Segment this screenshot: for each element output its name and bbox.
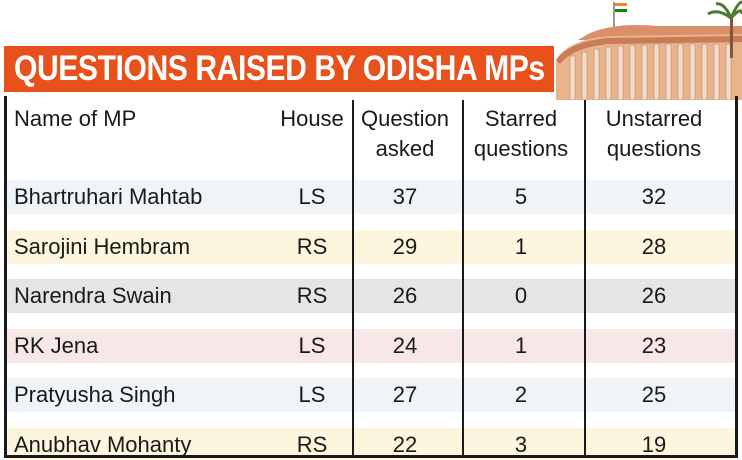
table-row bbox=[7, 329, 735, 363]
table-cell-unstarred: 28 bbox=[641, 234, 667, 259]
column-header: House bbox=[270, 104, 354, 134]
palm-tree-icon bbox=[707, 0, 742, 58]
table-cell-name: Pratyusha Singh bbox=[14, 382, 176, 407]
table-cell-house: RS bbox=[296, 234, 328, 259]
table-row bbox=[7, 378, 735, 412]
column-header-line: House bbox=[280, 106, 344, 131]
column-header: Starred questions bbox=[466, 104, 576, 164]
table-cell-starred: 3 bbox=[514, 432, 528, 457]
table-cell-name: Anubhav Mohanty bbox=[14, 432, 192, 457]
table-cell-name: RK Jena bbox=[14, 333, 99, 358]
column-header: Unstarred questions bbox=[586, 104, 722, 164]
table-cell-unstarred: 19 bbox=[641, 432, 667, 457]
column-divider bbox=[352, 100, 354, 456]
table-cell-starred: 2 bbox=[514, 382, 528, 407]
table-cell-starred: 0 bbox=[514, 283, 528, 308]
table-cell-unstarred: 23 bbox=[641, 333, 667, 358]
column-header-line: questions bbox=[473, 136, 569, 161]
table-cell-house: LS bbox=[298, 333, 326, 358]
table-cell-asked: 22 bbox=[392, 432, 418, 457]
chart-title: QUESTIONS RAISED BY ODISHA MPs bbox=[14, 49, 545, 88]
table-row bbox=[7, 180, 735, 214]
column-header-line: questions bbox=[606, 136, 702, 161]
column-header-line: Question bbox=[360, 106, 450, 131]
table-cell-starred: 1 bbox=[514, 234, 528, 259]
table-cell-starred: 5 bbox=[514, 184, 528, 209]
table-cell-house: LS bbox=[298, 382, 326, 407]
parliament-building-icon bbox=[548, 0, 742, 100]
title-banner: QUESTIONS RAISED BY ODISHA MPs bbox=[4, 46, 554, 92]
table-cell-asked: 26 bbox=[392, 283, 418, 308]
table-cell-name: Sarojini Hembram bbox=[14, 234, 191, 259]
table-cell-name: Bhartruhari Mahtab bbox=[14, 184, 203, 209]
table-row bbox=[7, 230, 735, 264]
column-header-line: Unstarred bbox=[605, 106, 703, 131]
column-header: Question asked bbox=[360, 104, 450, 164]
table-cell-starred: 1 bbox=[514, 333, 528, 358]
table-cell-unstarred: 25 bbox=[641, 382, 667, 407]
column-divider bbox=[584, 100, 586, 456]
table-cell-asked: 37 bbox=[392, 184, 418, 209]
table-cell-house: LS bbox=[298, 184, 326, 209]
table-cell-house: RS bbox=[296, 283, 328, 308]
column-header-line: Starred bbox=[484, 106, 558, 131]
table-frame bbox=[4, 96, 738, 458]
column-header-line: asked bbox=[375, 136, 435, 161]
table-cell-asked: 24 bbox=[392, 333, 418, 358]
table-cell-house: RS bbox=[296, 432, 328, 457]
table-cell-asked: 27 bbox=[392, 382, 418, 407]
table-cell-unstarred: 32 bbox=[641, 184, 667, 209]
column-divider bbox=[462, 100, 464, 456]
table-cell-unstarred: 26 bbox=[641, 283, 667, 308]
flag-icon bbox=[615, 3, 627, 6]
table-row bbox=[7, 279, 735, 313]
column-header: Name of MP bbox=[14, 104, 344, 134]
column-header-line: Name of MP bbox=[14, 106, 137, 131]
table-row bbox=[7, 428, 735, 460]
table-cell-name: Narendra Swain bbox=[14, 283, 172, 308]
table-cell-asked: 29 bbox=[392, 234, 418, 259]
